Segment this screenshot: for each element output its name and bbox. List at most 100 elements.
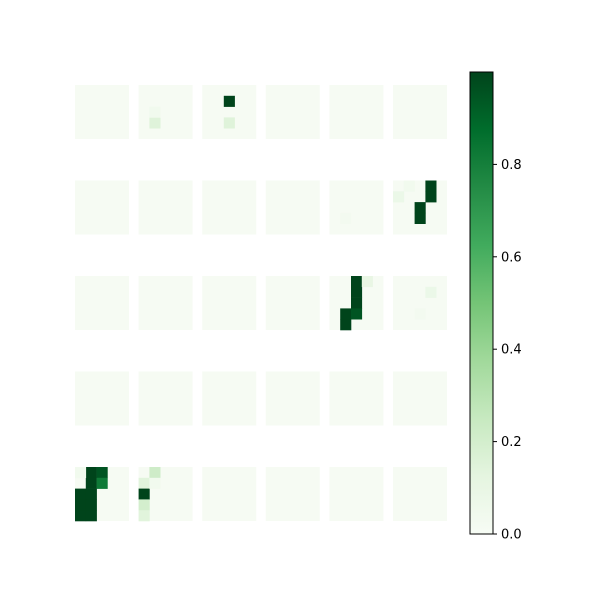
heatmap-panel-background — [393, 371, 447, 426]
heatmap-panel-r3-c3 — [265, 371, 320, 426]
heatmap-cell — [75, 467, 87, 479]
heatmap-cell — [85, 510, 97, 522]
heatmap-cell — [351, 308, 363, 320]
heatmap-panel-r3-c1 — [138, 371, 193, 426]
colorbar-tick-label: 0.6 — [501, 250, 522, 265]
heatmap-cell — [85, 477, 97, 489]
heatmap-panel-r1-c2 — [202, 180, 257, 235]
heatmap-panel-background — [265, 85, 320, 139]
colorbar-tick-label: 0.2 — [501, 435, 522, 450]
heatmap-panel-background — [202, 276, 257, 330]
heatmap-panel-background — [329, 180, 384, 235]
heatmap-cell — [75, 488, 87, 500]
heatmap-cell — [149, 467, 161, 479]
heatmap-panel-r3-c2 — [202, 371, 257, 426]
heatmap-panel-r1-c0 — [75, 180, 129, 235]
heatmap-cell — [75, 499, 87, 511]
heatmap-cell — [351, 286, 363, 298]
heatmap-panel-background — [138, 180, 193, 235]
heatmap-panel-r3-c4 — [329, 371, 384, 426]
heatmap-cell — [96, 477, 108, 489]
heatmap-cell — [85, 467, 97, 479]
heatmap-cell — [425, 191, 437, 203]
heatmap-panel-background — [75, 276, 129, 330]
heatmap-panel-background — [138, 371, 193, 426]
heatmap-cell — [340, 308, 352, 320]
heatmap-panel-r4-c3 — [265, 467, 320, 521]
heatmap-cell — [425, 286, 437, 298]
heatmap-panel-r4-c2 — [202, 467, 257, 521]
heatmap-panel-r2-c3 — [265, 276, 320, 330]
heatmap-panel-background — [75, 180, 129, 235]
heatmap-cell — [138, 499, 150, 511]
heatmap-cell — [340, 319, 352, 331]
heatmap-panel-background — [393, 85, 447, 139]
heatmap-cell — [223, 117, 235, 129]
heatmap-cell — [414, 202, 426, 214]
colorbar-tick-label: 0.0 — [501, 528, 522, 543]
heatmap-panel-background — [202, 467, 257, 521]
heatmap-panel-r0-c4 — [329, 85, 384, 139]
heatmap-panels — [75, 85, 447, 522]
heatmap-panel-background — [138, 276, 193, 330]
heatmap-panel-r3-c5 — [393, 371, 447, 426]
heatmap-cell — [149, 477, 161, 489]
heatmap-cell — [414, 212, 426, 224]
heatmap-panel-background — [265, 371, 320, 426]
heatmap-panel-r0-c2 — [202, 85, 257, 139]
heatmap-panel-r0-c5 — [393, 85, 447, 139]
heatmap-panel-r3-c0 — [75, 371, 129, 426]
heatmap-cell — [138, 510, 150, 522]
heatmap-panel-background — [202, 180, 257, 235]
heatmap-panel-background — [75, 85, 129, 139]
colorbar-tick-label: 0.4 — [501, 343, 522, 358]
heatmap-panel-background — [265, 180, 320, 235]
heatmap-panel-background — [393, 276, 447, 330]
heatmap-panel-r2-c0 — [75, 276, 129, 330]
heatmap-panel-r2-c5 — [393, 276, 447, 330]
heatmap-panel-r0-c3 — [265, 85, 320, 139]
heatmap-panel-background — [329, 467, 384, 521]
heatmap-panel-background — [75, 371, 129, 426]
heatmap-cell — [223, 95, 235, 107]
heatmap-cell — [85, 488, 97, 500]
colorbar-tick-label: 0.8 — [501, 158, 522, 173]
heatmap-panel-background — [393, 467, 447, 521]
heatmap-cell — [393, 191, 405, 203]
heatmap-panel-background — [329, 371, 384, 426]
heatmap-panel-r4-c0 — [75, 467, 129, 522]
heatmap-panel-background — [202, 371, 257, 426]
colorbar-gradient — [469, 71, 494, 535]
heatmap-panel-r0-c1 — [138, 85, 193, 139]
heatmap-cell — [138, 488, 150, 500]
colorbar: 0.0 0.2 0.4 0.6 0.8 — [469, 71, 522, 543]
heatmap-panel-r2-c4 — [329, 276, 384, 331]
heatmap-cell — [149, 117, 161, 129]
heatmap-cell — [149, 106, 161, 118]
heatmap-panel-background — [265, 467, 320, 521]
heatmap-panel-r2-c1 — [138, 276, 193, 330]
heatmap-cell — [425, 180, 437, 192]
heatmap-cell — [361, 276, 373, 288]
heatmap-panel-r4-c1 — [138, 467, 193, 522]
heatmap-panel-r4-c4 — [329, 467, 384, 521]
heatmap-cell — [75, 510, 87, 522]
heatmap-cell — [85, 499, 97, 511]
heatmap-panel-r4-c5 — [393, 467, 447, 521]
heatmap-cell — [414, 308, 426, 320]
heatmap-panel-r1-c1 — [138, 180, 193, 235]
heatmap-cell — [351, 297, 363, 309]
heatmap-panel-r1-c5 — [393, 180, 447, 235]
heatmap-cell — [96, 467, 108, 479]
heatmap-cell — [340, 212, 352, 224]
heatmap-panel-r1-c4 — [329, 180, 384, 235]
heatmap-cell — [351, 276, 363, 288]
heatmap-panel-background — [329, 85, 384, 139]
heatmap-panel-r1-c3 — [265, 180, 320, 235]
heatmap-panel-background — [138, 85, 193, 139]
heatmap-cell — [403, 180, 415, 192]
heatmap-panel-background — [265, 276, 320, 330]
heatmap-panel-r0-c0 — [75, 85, 129, 139]
heatmap-cell — [138, 477, 150, 489]
